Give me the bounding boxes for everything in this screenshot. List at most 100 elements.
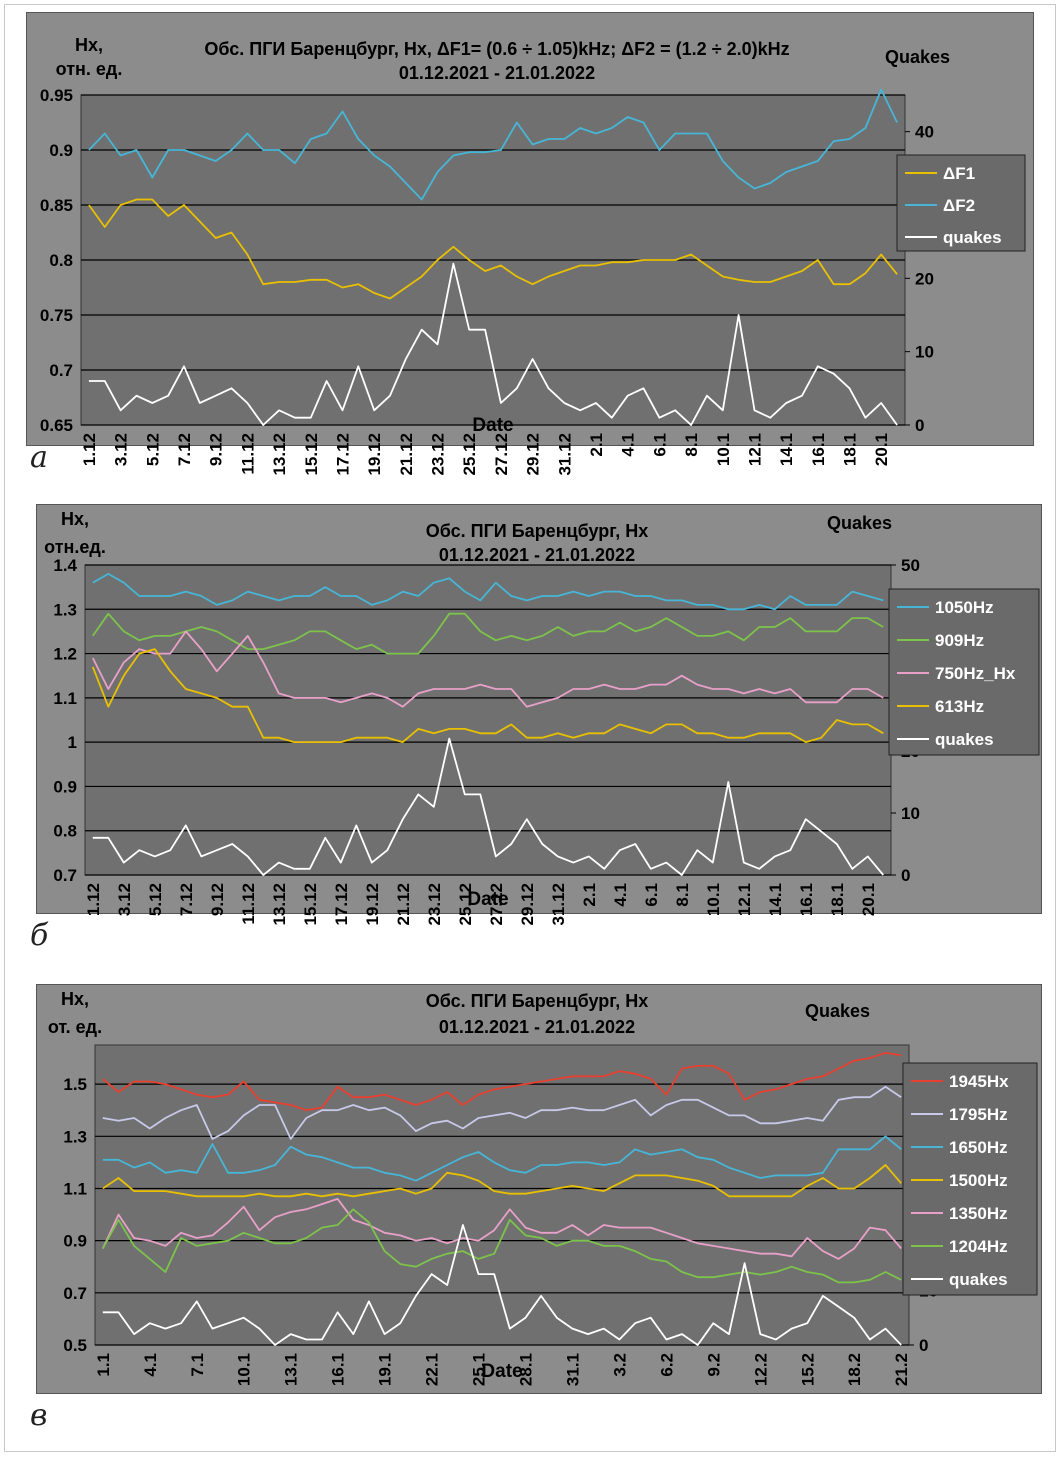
x-tick-label: 28.1: [516, 1353, 535, 1386]
legend-label: 750Hz_Hx: [935, 664, 1016, 683]
x-tick-label: 18.1: [841, 433, 860, 466]
x-tick-label: 12.1: [735, 883, 754, 916]
x-tick-label: 12.2: [751, 1353, 770, 1386]
chart-panel-b: 0.70.80.911.11.21.31.4010203040501.123.1…: [36, 504, 1042, 926]
y-axis-label-units: от. ед.: [48, 1017, 102, 1037]
chart-panel-c: 0.50.70.91.11.31.5010203040501.14.17.110…: [36, 984, 1042, 1394]
x-tick-label: 5.12: [143, 433, 162, 466]
y2-tick-label: 10: [915, 343, 934, 362]
x-tick-label: 5.12: [146, 883, 165, 916]
chart-subtitle: 01.12.2021 - 21.01.2022: [439, 1017, 635, 1037]
series-line-ΔF1: [88, 198, 898, 300]
y-axis-label-units: отн. ед.: [56, 59, 123, 79]
x-tick-label: 2.1: [587, 433, 606, 457]
x-axis-label: Date: [467, 889, 508, 910]
x-tick-label: 31.1: [563, 1353, 582, 1386]
x-tick-label: 25.1: [470, 1353, 489, 1386]
y-tick-label: 1.1: [63, 1179, 87, 1198]
y-tick-label: 1.2: [53, 645, 77, 664]
y-tick-label: 1.5: [63, 1075, 87, 1094]
y-tick-label: 1.3: [53, 600, 77, 619]
x-tick-label: 1.12: [80, 433, 99, 466]
x-tick-label: 15.12: [301, 883, 320, 926]
x-tick-label: 9.2: [704, 1353, 723, 1377]
x-tick-label: 10.1: [235, 1353, 254, 1386]
x-tick-label: 13.1: [282, 1353, 301, 1386]
y-tick-label: 0.7: [63, 1284, 87, 1303]
y-tick-label: 0.8: [49, 251, 73, 270]
legend-label: ΔF1: [943, 164, 975, 183]
x-tick-label: 19.1: [376, 1353, 395, 1386]
legend-label: quakes: [935, 730, 994, 749]
legend-label: 1204Hz: [949, 1237, 1008, 1256]
legend-label: 1050Hz: [935, 598, 994, 617]
series-line-1945Hx: [102, 1051, 902, 1112]
legend-label: 1650Hz: [949, 1138, 1008, 1157]
x-tick-label: 6.1: [642, 883, 661, 907]
series-line-750Hz_Hx: [91, 630, 884, 708]
x-tick-label: 11.12: [239, 883, 258, 925]
x-tick-label: 3.2: [610, 1353, 629, 1377]
legend-label: 909Hz: [935, 631, 984, 650]
y-tick-label: 0.9: [53, 777, 77, 796]
y-tick-label: 1.3: [63, 1127, 87, 1146]
x-tick-label: 27.12: [492, 433, 511, 476]
x-tick-label: 27.12: [487, 883, 506, 926]
y-tick-label: 1: [68, 733, 77, 752]
chart-subtitle: 01.12.2021 - 21.01.2022: [399, 63, 595, 83]
y-tick-label: 0.85: [40, 196, 73, 215]
x-tick-label: 4.1: [141, 1353, 160, 1377]
y2-tick-label: 0: [919, 1336, 928, 1355]
y-axis-label: Нх,: [61, 509, 89, 529]
legend-box: [896, 154, 1026, 252]
y-tick-label: 0.8: [53, 822, 77, 841]
legend-label: ΔF2: [943, 196, 975, 215]
y-tick-label: 0.9: [49, 141, 73, 160]
x-axis-label: Date: [481, 1361, 522, 1382]
x-tick-label: 3.12: [112, 433, 131, 466]
x-tick-label: 20.1: [872, 433, 891, 466]
x-tick-label: 4.1: [611, 883, 630, 907]
y-tick-label: 0.9: [63, 1232, 87, 1251]
y-axis-label: Нх,: [75, 35, 103, 55]
x-tick-label: 20.1: [859, 883, 878, 916]
series-line-1650Hz: [102, 1135, 902, 1182]
plot-area: [94, 1044, 910, 1346]
series-line-909Hz: [92, 612, 884, 655]
chart-a-svg: 0.650.70.750.80.850.90.950102030401.123.…: [40, 35, 1026, 476]
legend-label: 1350Hz: [949, 1204, 1008, 1223]
y-tick-label: 1.4: [53, 556, 77, 575]
legend-label: 613Hz: [935, 697, 984, 716]
y-tick-label: 1.1: [53, 689, 77, 708]
panel-label-a: а: [30, 440, 48, 475]
x-tick-label: 16.1: [809, 433, 828, 466]
x-tick-label: 6.2: [657, 1353, 676, 1377]
x-tick-label: 7.12: [175, 433, 194, 466]
panel-label-c: в: [30, 1398, 48, 1433]
legend-label: quakes: [949, 1270, 1008, 1289]
x-tick-label: 16.1: [797, 883, 816, 916]
legend-label: 1795Hz: [949, 1105, 1008, 1124]
x-tick-label: 17.12: [332, 883, 351, 926]
y-tick-label: 0.5: [63, 1336, 87, 1355]
x-tick-label: 19.12: [365, 433, 384, 476]
x-tick-label: 14.1: [766, 883, 785, 916]
x-tick-label: 16.1: [329, 1353, 348, 1386]
x-tick-label: 3.12: [115, 883, 134, 916]
x-tick-label: 15.12: [302, 433, 321, 476]
x-tick-label: 18.2: [845, 1353, 864, 1386]
x-tick-label: 21.12: [394, 883, 413, 926]
x-tick-label: 17.12: [333, 433, 352, 476]
x-tick-label: 10.1: [714, 433, 733, 466]
x-tick-label: 13.12: [270, 883, 289, 926]
chart-c-svg: 0.50.70.91.11.31.5010203040501.14.17.110…: [48, 989, 1038, 1386]
y2-tick-label: 20: [915, 269, 934, 288]
y2-axis-label: Quakes: [805, 1001, 870, 1021]
series-line-1500Hz: [102, 1164, 902, 1198]
x-tick-label: 23.12: [425, 883, 444, 926]
y2-axis-label: Quakes: [885, 47, 950, 67]
x-tick-label: 31.12: [549, 883, 568, 926]
y2-axis-label: Quakes: [827, 513, 892, 533]
x-tick-label: 4.1: [619, 433, 638, 457]
chart-panel-a: 0.650.70.750.80.850.90.950102030401.123.…: [26, 12, 1034, 476]
